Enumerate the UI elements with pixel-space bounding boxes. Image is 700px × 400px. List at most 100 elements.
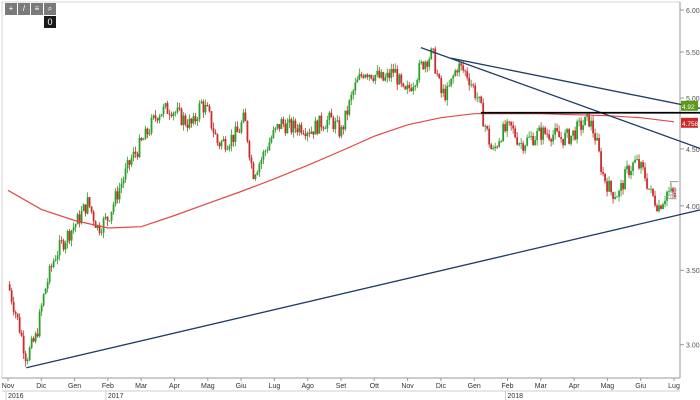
candle-body — [298, 124, 301, 133]
y-tick-label: 3.00 — [686, 343, 700, 350]
x-tick-label: Dic — [436, 383, 447, 390]
candle-body — [488, 128, 491, 145]
candle-body — [122, 179, 125, 184]
candle-body — [126, 160, 129, 169]
candle-body — [470, 84, 473, 86]
candle-body — [98, 225, 101, 233]
candle-body — [320, 115, 323, 128]
candle-body — [578, 120, 580, 122]
candle-body — [116, 191, 119, 200]
candle-body — [294, 120, 297, 129]
candle-body — [582, 125, 584, 130]
candle-body — [448, 85, 451, 87]
candle-body — [618, 190, 620, 197]
candle-body — [192, 116, 195, 124]
candle-body — [460, 63, 463, 66]
candle-body — [656, 205, 658, 212]
candle-body — [370, 74, 373, 79]
candle-body — [362, 75, 365, 78]
candle-body — [26, 360, 29, 362]
settings-icon[interactable]: ≡ — [31, 3, 43, 15]
candle-body — [10, 290, 13, 302]
candle-body — [516, 137, 519, 145]
candle-body — [632, 162, 634, 171]
candle-body — [276, 124, 279, 128]
candle-body — [300, 124, 303, 133]
candle-body — [288, 119, 291, 123]
candle-body — [664, 200, 666, 205]
candle-body — [70, 230, 73, 241]
candle-body — [584, 116, 586, 126]
candle-body — [552, 134, 555, 142]
candle-body — [18, 317, 21, 333]
candle-body — [572, 130, 575, 136]
candle-body — [478, 96, 481, 98]
candle-body — [260, 159, 263, 164]
candle-body — [672, 188, 674, 193]
candle-body — [140, 138, 143, 141]
candle-body — [630, 170, 632, 176]
candle-body — [506, 121, 509, 132]
candle-body — [306, 132, 309, 137]
candle-body — [606, 181, 608, 192]
candle-body — [350, 94, 353, 101]
candle-body — [402, 83, 405, 87]
crosshair-icon[interactable]: + — [5, 3, 17, 15]
x-year-label: 2016 — [8, 393, 24, 400]
candle-body — [524, 145, 527, 151]
candle-body — [314, 120, 317, 135]
candle-body — [458, 63, 461, 73]
candle-body — [414, 85, 417, 87]
candle-body — [670, 188, 672, 192]
candle-body — [324, 128, 327, 130]
drawing-counter: 0 — [44, 16, 56, 28]
log-scale-label[interactable]: Log — [667, 180, 681, 201]
chart-toolbar: + / ≡ ⌕ — [5, 3, 56, 15]
candle-body — [242, 112, 245, 123]
candle-body — [60, 240, 63, 242]
candle-body — [168, 113, 171, 115]
candle-body — [28, 347, 31, 361]
candle-body — [66, 231, 69, 243]
candle-body — [396, 68, 399, 85]
candle-body — [250, 157, 253, 164]
candle-body — [384, 77, 387, 81]
candle-body — [418, 63, 421, 81]
candle-body — [614, 197, 616, 199]
y-tick-label: 5.00 — [686, 96, 700, 103]
draw-line-icon[interactable]: / — [18, 3, 30, 15]
candle-body — [146, 128, 149, 135]
candle-body — [446, 85, 449, 101]
candle-body — [308, 132, 311, 134]
last-price-tag-bg — [681, 100, 698, 111]
candle-body — [610, 180, 612, 193]
plot-frame — [1, 1, 681, 379]
candle-body — [528, 136, 531, 138]
candle-body — [430, 48, 433, 60]
candle-body — [646, 178, 648, 189]
candle-body — [64, 242, 67, 250]
candle-body — [158, 116, 161, 121]
candle-body — [454, 70, 457, 76]
x-tick-label: Apr — [169, 383, 181, 390]
zoom-icon[interactable]: ⌕ — [44, 3, 56, 15]
candle-body — [220, 141, 223, 147]
candle-body — [150, 117, 153, 134]
candle-body — [468, 77, 471, 86]
candle-body — [486, 125, 489, 129]
candle-body — [450, 78, 453, 86]
candle-body — [558, 131, 561, 138]
candle-body — [650, 188, 652, 190]
candle-body — [498, 141, 501, 147]
candle-body — [202, 101, 205, 113]
candle-body — [534, 140, 537, 146]
candle-body — [232, 134, 235, 142]
candle-body — [214, 132, 217, 135]
candle-body — [346, 110, 349, 115]
candle-body — [80, 210, 83, 224]
candle-body — [462, 65, 465, 71]
candle-body — [148, 133, 151, 135]
candle-body — [50, 266, 53, 267]
candle-body — [34, 333, 37, 342]
x-tick-label: Giu — [635, 383, 646, 390]
